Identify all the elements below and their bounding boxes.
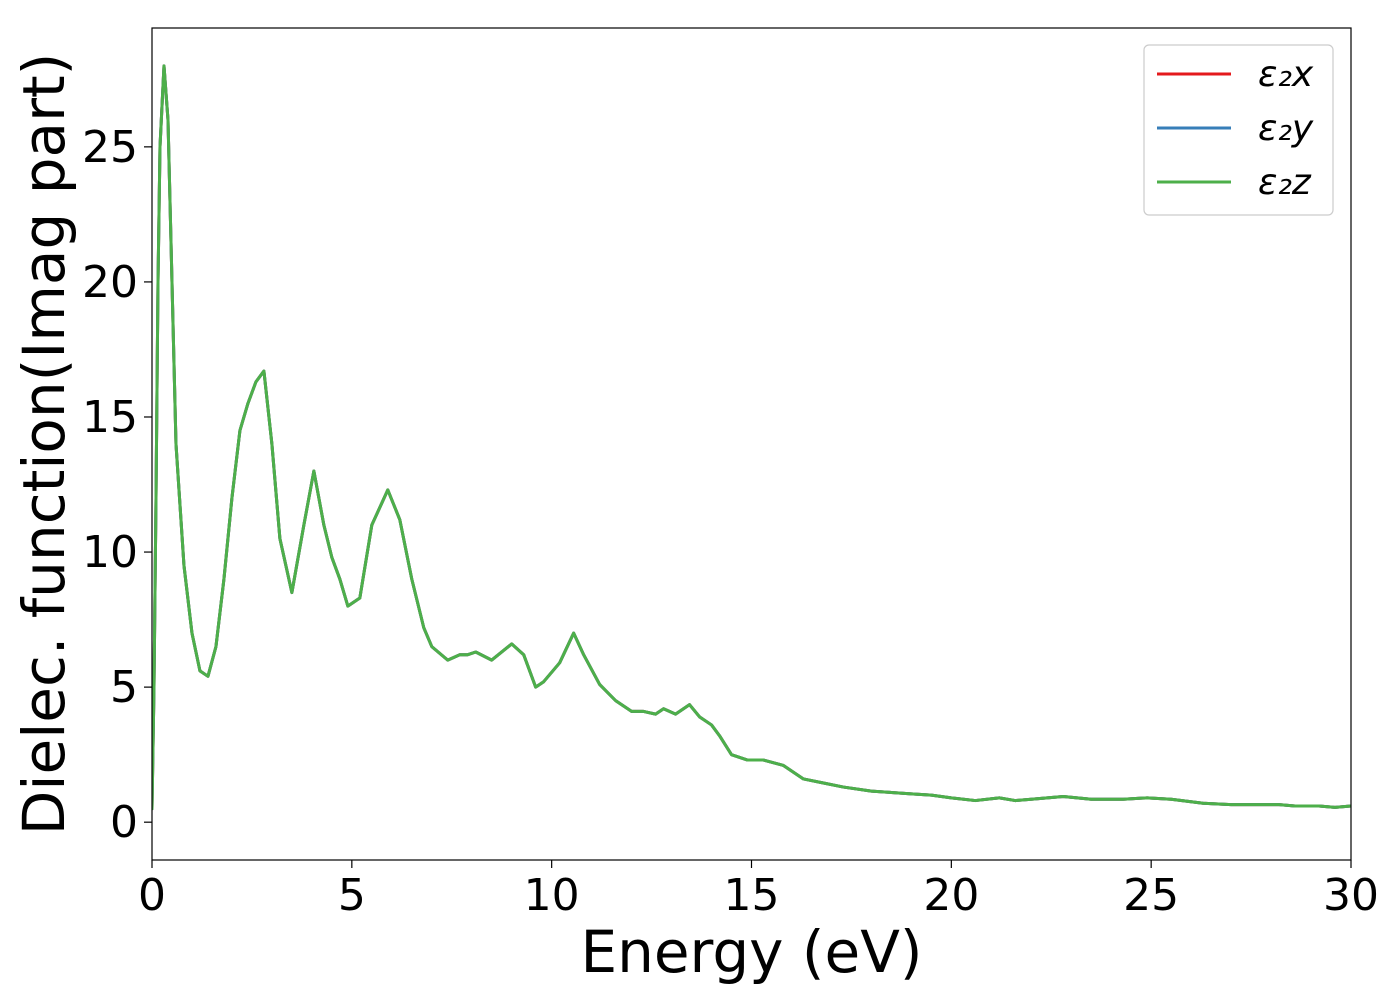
y-tick-label: 0 (110, 797, 138, 848)
y-tick-label: 10 (82, 527, 138, 578)
x-tick-label: 20 (923, 870, 979, 921)
y-tick-label: 5 (110, 662, 138, 713)
x-tick-label: 30 (1323, 870, 1379, 921)
legend-label-1: ε₂x (1258, 54, 1314, 95)
x-axis-title: Energy (eV) (580, 918, 922, 986)
x-axis-ticks: 0 5 10 15 20 25 30 (138, 860, 1379, 921)
series-line-3 (152, 64, 1351, 811)
x-tick-label: 10 (524, 870, 580, 921)
x-tick-label: 15 (724, 870, 780, 921)
x-tick-label: 5 (338, 870, 366, 921)
y-tick-label: 25 (82, 122, 138, 173)
legend-label-2: ε₂y (1258, 108, 1314, 149)
legend: ε₂x ε₂y ε₂z (1143, 44, 1334, 216)
x-tick-label: 0 (138, 870, 166, 921)
legend-label-3: ε₂z (1258, 162, 1312, 203)
series-layer (152, 64, 1351, 811)
y-tick-label: 20 (82, 257, 138, 308)
y-axis-title: Dielec. function(Imag part) (10, 53, 78, 836)
y-tick-label: 15 (82, 392, 138, 443)
legend-box (1143, 44, 1334, 216)
y-axis-ticks: 0 5 10 15 20 25 (82, 122, 152, 848)
x-tick-label: 25 (1123, 870, 1179, 921)
